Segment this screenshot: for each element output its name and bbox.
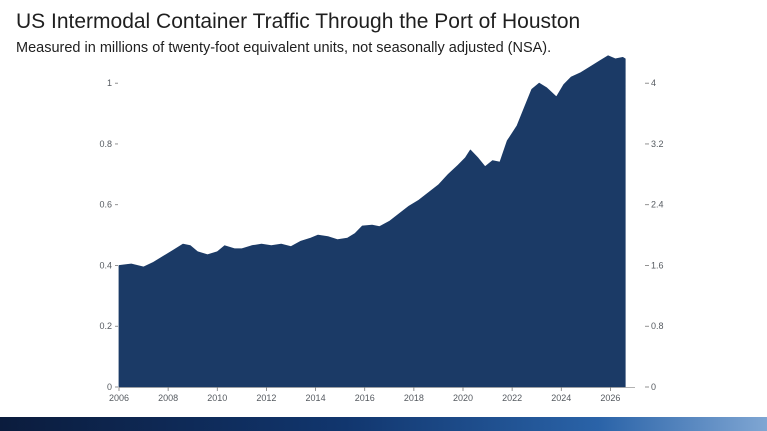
y2-tick-label: 0 <box>651 382 656 392</box>
y-tick-label: 0.6 <box>99 200 112 210</box>
chart-title: US Intermodal Container Traffic Through … <box>16 10 581 33</box>
plot-area <box>118 55 626 388</box>
y2-tick-label: 1.6 <box>651 260 664 270</box>
x-tick-label: 2010 <box>207 393 227 403</box>
x-tick-label: 2018 <box>404 393 424 403</box>
y-tick-label: 0 <box>107 382 112 392</box>
footer-gradient-bar <box>0 417 767 431</box>
y2-tick-label: 4 <box>651 78 656 88</box>
x-tick-label: 2022 <box>502 393 522 403</box>
y2-tick-label: 0.8 <box>651 321 664 331</box>
left-y-axis: 0 0.2 0.4 0.6 0.8 1 <box>99 78 118 392</box>
y-tick-label: 1 <box>107 78 112 88</box>
y2-tick-label: 3.2 <box>651 139 664 149</box>
y-tick-label: 0.4 <box>99 260 112 270</box>
x-axis: 2006 2008 2010 2012 2014 2016 2018 2020 2022 2024… <box>109 387 635 403</box>
area-series <box>118 55 626 388</box>
x-tick-label: 2026 <box>600 393 620 403</box>
chart-subtitle: Measured in millions of twenty-foot equi… <box>16 40 552 56</box>
x-tick-label: 2014 <box>306 393 326 403</box>
x-tick-label: 2008 <box>158 393 178 403</box>
y-tick-label: 0.8 <box>99 139 112 149</box>
x-tick-label: 2012 <box>256 393 276 403</box>
y-tick-label: 0.2 <box>99 321 112 331</box>
right-y-axis: 0 0.8 1.6 2.4 3.2 4 <box>645 78 664 392</box>
x-tick-label: 2024 <box>551 393 571 403</box>
y2-tick-label: 2.4 <box>651 200 664 210</box>
x-tick-label: 2020 <box>453 393 473 403</box>
x-tick-label: 2016 <box>355 393 375 403</box>
x-tick-label: 2006 <box>109 393 129 403</box>
